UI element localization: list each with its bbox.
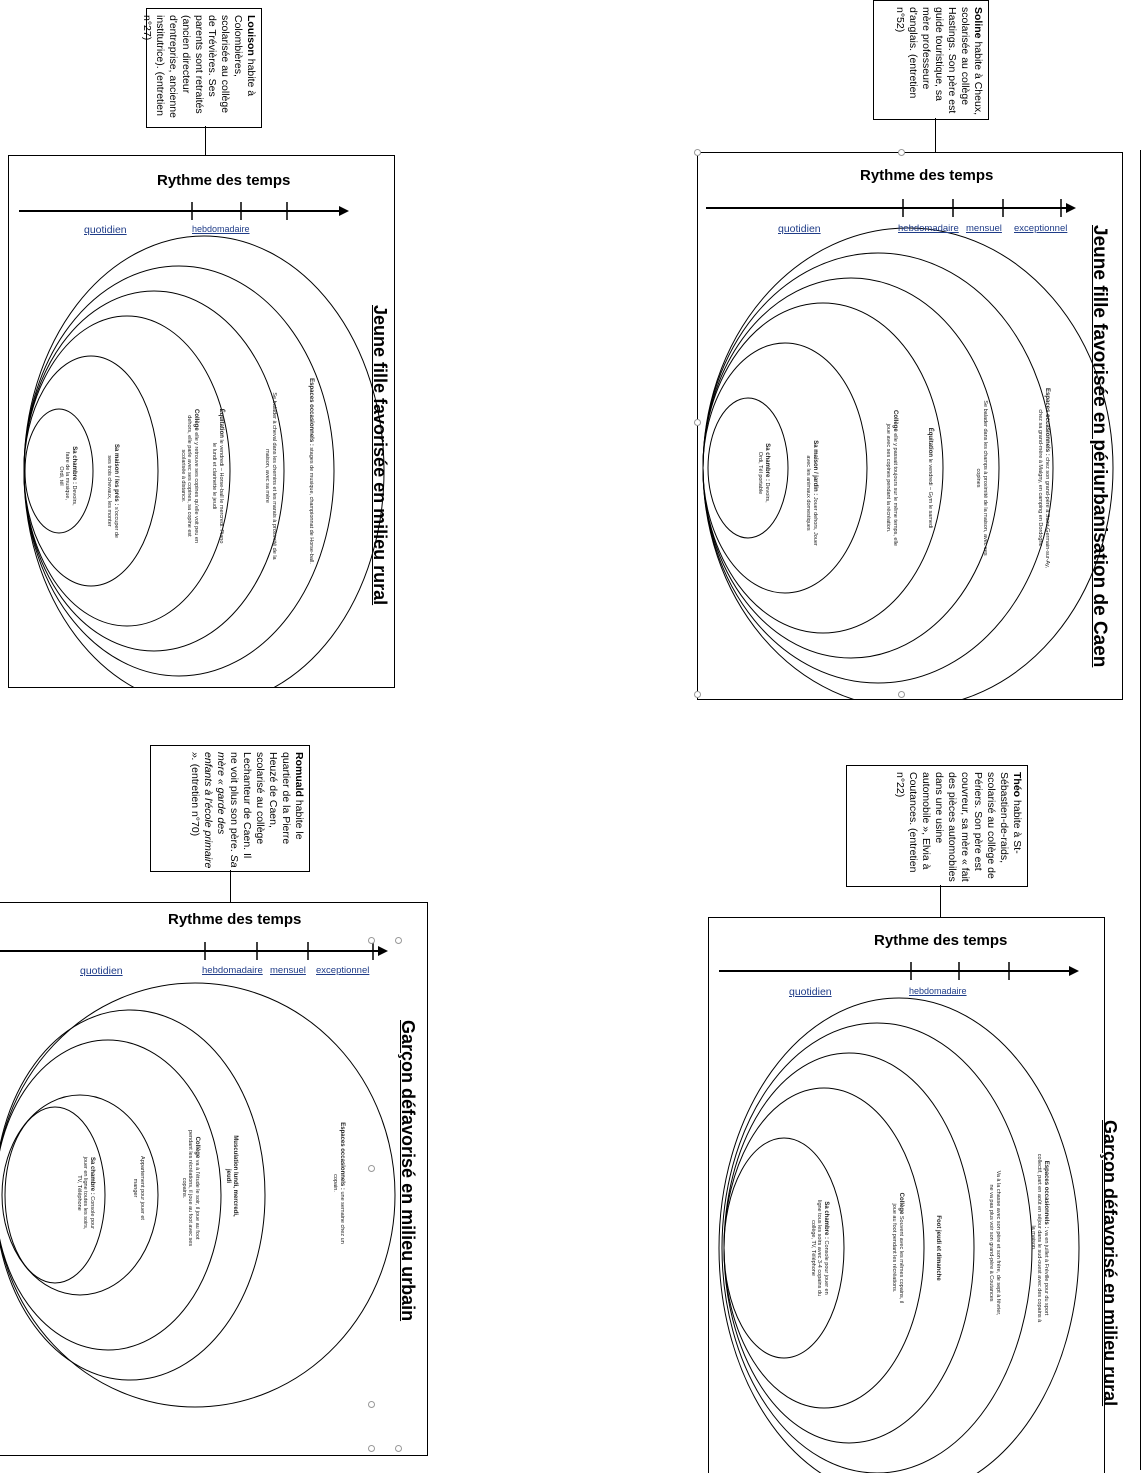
info-box-theo: Théo habite à St-Sébastien-de-raids, sco… <box>846 765 1028 887</box>
info-box-louison: Louison habite à Colombières, scolarisée… <box>141 8 262 128</box>
ring-label-bedroom: Sa chambre : Devoirs, Ordi, Tél portable <box>757 443 771 503</box>
info-text-louison: Louison habite à Colombières, scolarisée… <box>141 15 257 118</box>
selection-handle[interactable] <box>368 937 375 944</box>
ring-label-home: Sa maison / jardin : Jouer dehors, Jouer… <box>805 440 819 546</box>
scale-label-daily: quotidien <box>789 986 832 998</box>
scale-label-monthly: mensuel <box>966 223 1002 234</box>
time-scale-diagram <box>0 942 396 1408</box>
ring-label-school: Collège elle y retrouve ses copines qu'e… <box>180 408 199 543</box>
panel-heading: Rythme des temps <box>874 932 1008 949</box>
diagram-panel-urban-boy: Rythme des temps quotidien hebdomadaire … <box>0 902 428 1456</box>
connector-line <box>205 126 206 156</box>
connector-line <box>940 885 941 917</box>
diagram-panel-periurban-girl: Rythme des temps quotidien hebdomadaire … <box>694 149 1123 700</box>
ring-label-sports: Foot jeudi et dimanche <box>935 1215 941 1281</box>
selection-handle[interactable] <box>694 419 701 426</box>
ring-label-outings: Se balader dans les champs à proximité d… <box>975 400 989 556</box>
diagram-panel-rural-boy: Rythme des temps quotidien hebdomadaire … <box>708 917 1105 1473</box>
selection-handle[interactable] <box>694 691 701 698</box>
ring-label-outings: Va à la chasse avec son père et son frèr… <box>988 1170 1002 1316</box>
ring-label-occasional: Espaces occasionnels : une semaine chez … <box>332 1122 346 1244</box>
selection-handle[interactable] <box>694 149 701 156</box>
panel-title-rural-boy: Garçon défavorisé en milieu rural <box>1100 1120 1120 1407</box>
panel-title-periurban-girl: Jeune fille favorisée en périurbanisatio… <box>1089 225 1110 668</box>
ring-label-school: Collège va à l'étude le soir, il joue au… <box>181 1129 200 1247</box>
scale-label-weekly: hebdomadaire <box>898 223 959 234</box>
info-text-romuald: Romuald habite le quartier de la Pierre … <box>189 752 305 869</box>
ring-label-bedroom: Sa chambre : Console pour jouer en ligne… <box>810 1200 829 1296</box>
ring-label-occasional: Espaces occasionnels : stages de musique… <box>308 378 314 564</box>
scale-label-weekly: hebdomadaire <box>909 986 967 996</box>
selection-handle[interactable] <box>395 1445 402 1452</box>
ring-label-sports: Musculation lundi, mercredi, jeudi <box>225 1135 239 1217</box>
selection-handle[interactable] <box>368 1401 375 1408</box>
ring-label-activities: Équitation le vendredi – Horse-ball le m… <box>211 408 225 544</box>
time-scale-diagram <box>19 202 385 687</box>
panel-heading: Rythme des temps <box>168 911 302 928</box>
selection-handle[interactable] <box>368 1165 375 1172</box>
scale-label-daily: quotidien <box>80 965 123 977</box>
time-scale-diagram <box>718 962 1080 1473</box>
diagram-panel-rural-girl: Rythme des temps quotidien hebdomadaire … <box>8 155 395 688</box>
selection-handle[interactable] <box>898 691 905 698</box>
selection-handle[interactable] <box>368 1445 375 1452</box>
scale-label-daily: quotidien <box>84 224 127 236</box>
scale-label-weekly: hebdomadaire <box>202 965 263 976</box>
scale-label-weekly: hebdomadaire <box>192 224 250 234</box>
time-scale-diagram <box>702 199 1114 699</box>
ring-label-bedroom: Sa chambre : Devoirs, faire de la musiqu… <box>58 446 77 506</box>
info-text-soline: Soline habite à Cheux, scolarisée au col… <box>894 7 984 115</box>
connector-line <box>935 118 936 152</box>
info-box-soline: Soline habite à Cheux, scolarisée au col… <box>873 0 989 120</box>
scale-label-exceptional: exceptionnel <box>1014 223 1068 234</box>
ring-label-home: Sa maison / les prés : s'occuper de ses … <box>106 444 120 538</box>
selection-handle[interactable] <box>395 937 402 944</box>
scale-label-monthly: mensuel <box>270 965 306 976</box>
info-text-theo: Théo habite à St-Sébastien-de-raids, sco… <box>894 772 1023 882</box>
panel-heading: Rythme des temps <box>157 172 291 189</box>
panel-title-rural-girl: Jeune fille favorisée en milieu rural <box>370 305 390 606</box>
ring-label-activities: Équitation le vendredi – Gym le samedi <box>927 427 933 529</box>
panel-heading: Rythme des temps <box>860 167 994 184</box>
ring-label-bedroom: Sa chambre : Console pour jouer en ligne… <box>76 1156 95 1230</box>
scale-label-daily: quotidien <box>778 223 821 235</box>
ring-label-outings: Se balader à cheval dans les chemins et … <box>264 392 278 560</box>
ring-label-school: Collège Souvent avec les mêmes copains, … <box>891 1192 905 1304</box>
info-box-romuald: Romuald habite le quartier de la Pierre … <box>150 745 310 872</box>
ring-label-school: Collège elle y passait toujours sur le m… <box>885 409 899 546</box>
selection-handle[interactable] <box>898 149 905 156</box>
connector-line <box>230 870 231 902</box>
scale-label-exceptional: exceptionnel <box>316 965 370 976</box>
ring-label-occasional: Espaces occasionnels : chez son grand-pè… <box>1037 388 1051 568</box>
ring-label-occasional: Espaces occasionnels : va en juillet à F… <box>1030 1153 1049 1323</box>
page-edge-line <box>1140 150 1141 1470</box>
panel-title-urban-boy: Garçon défavorisé en milieu urbain <box>398 1020 418 1322</box>
ring-label-home: Appartement pour jouer et manger <box>132 1156 146 1220</box>
